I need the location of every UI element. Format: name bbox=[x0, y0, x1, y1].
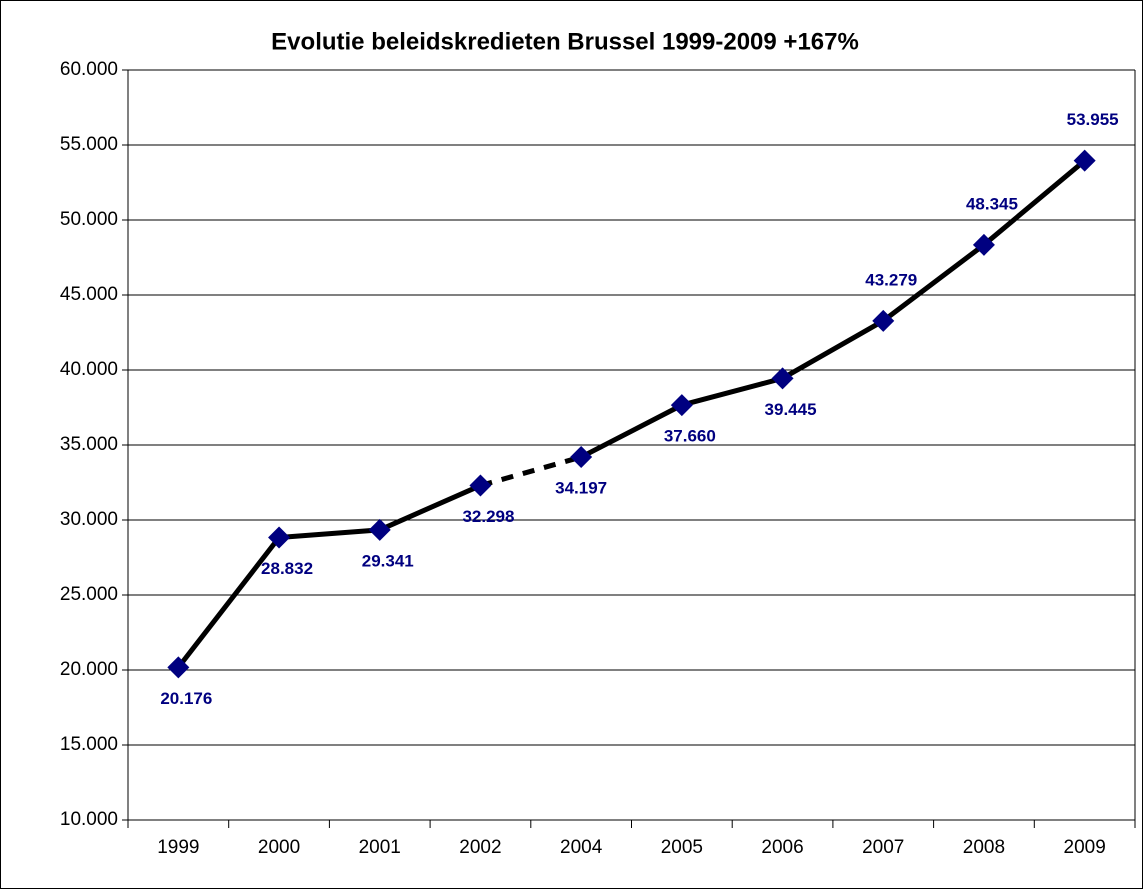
x-tick-label: 2004 bbox=[560, 837, 603, 858]
marker bbox=[570, 446, 593, 469]
series-line-dashed bbox=[479, 454, 582, 488]
x-tick-label: 2008 bbox=[963, 837, 1005, 858]
y-tick-label: 50.000 bbox=[60, 209, 118, 230]
data-label: 43.279 bbox=[865, 270, 917, 289]
data-label: 53.955 bbox=[1067, 110, 1119, 129]
data-label: 32.298 bbox=[462, 507, 514, 526]
marker bbox=[167, 656, 190, 679]
marker bbox=[972, 233, 995, 256]
data-label: 37.660 bbox=[664, 427, 716, 446]
marker bbox=[368, 518, 391, 541]
x-tick-label: 2006 bbox=[761, 837, 803, 858]
data-label: 28.832 bbox=[261, 559, 313, 578]
y-tick-label: 45.000 bbox=[60, 284, 118, 305]
y-tick-label: 15.000 bbox=[60, 734, 118, 755]
y-tick-label: 60.000 bbox=[60, 59, 118, 80]
y-tick-label: 40.000 bbox=[60, 359, 118, 380]
x-tick-label: 2007 bbox=[862, 837, 904, 858]
data-label: 48.345 bbox=[966, 194, 1018, 213]
y-tick-label: 35.000 bbox=[60, 434, 118, 455]
y-tick-label: 25.000 bbox=[60, 584, 118, 605]
x-tick-label: 2002 bbox=[459, 837, 501, 858]
y-tick-label: 20.000 bbox=[60, 659, 118, 680]
marker bbox=[1073, 149, 1096, 172]
marker bbox=[469, 474, 492, 497]
x-tick-label: 2005 bbox=[661, 837, 703, 858]
data-label: 20.176 bbox=[160, 689, 212, 708]
x-tick-label: 2000 bbox=[258, 837, 300, 858]
chart-title: Evolutie beleidskredieten Brussel 1999-2… bbox=[271, 28, 859, 55]
series-line bbox=[176, 483, 482, 669]
y-tick-label: 55.000 bbox=[60, 134, 118, 155]
marker bbox=[872, 309, 895, 332]
marker bbox=[268, 526, 291, 549]
data-label: 39.445 bbox=[765, 400, 817, 419]
x-tick-label: 1999 bbox=[157, 837, 199, 858]
x-tick-label: 2001 bbox=[359, 837, 401, 858]
marker bbox=[771, 367, 794, 390]
series-line bbox=[580, 158, 1087, 460]
marker bbox=[670, 394, 693, 417]
data-label: 29.341 bbox=[362, 551, 414, 570]
data-label: 34.197 bbox=[555, 479, 607, 498]
x-tick-label: 2009 bbox=[1064, 837, 1106, 858]
y-tick-label: 30.000 bbox=[60, 509, 118, 530]
y-tick-label: 10.000 bbox=[60, 809, 118, 830]
